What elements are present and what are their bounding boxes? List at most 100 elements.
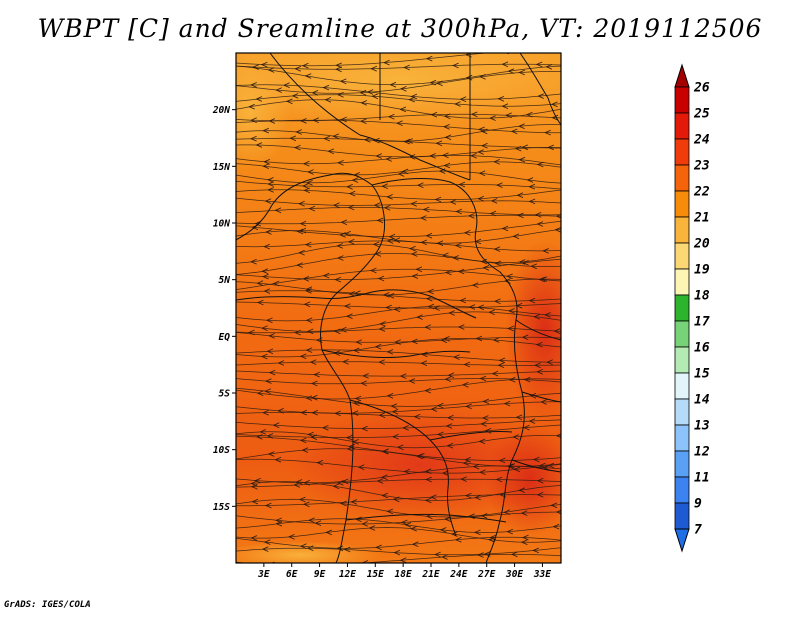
streamline-arrow bbox=[277, 360, 285, 366]
streamline-arrow bbox=[544, 129, 551, 136]
streamline-arrow bbox=[498, 457, 506, 464]
streamline-arrow bbox=[264, 378, 272, 384]
streamline-arrow bbox=[248, 103, 255, 110]
streamline-arrow bbox=[399, 86, 407, 92]
streamline bbox=[236, 94, 561, 107]
streamline-arrow bbox=[533, 314, 541, 320]
streamline-arrow bbox=[369, 267, 377, 274]
colorbar-label: 25 bbox=[693, 107, 710, 122]
streamline-arrow bbox=[255, 142, 263, 148]
map-title: WBPT [C] and Sreamline at 300hPa, VT: 20… bbox=[37, 14, 763, 43]
latitude-axis: 20N 15N 10N 5N EQ 5S 10S 15S bbox=[212, 105, 236, 513]
streamline-arrow bbox=[362, 373, 369, 379]
streamline-arrow bbox=[348, 190, 356, 197]
streamline-arrow bbox=[303, 301, 311, 308]
streamline-arrow bbox=[332, 202, 340, 208]
streamline-arrow bbox=[250, 82, 257, 88]
colorbar-segment bbox=[674, 242, 690, 270]
streamline bbox=[236, 84, 561, 100]
streamline bbox=[236, 370, 561, 377]
streamline-arrow bbox=[357, 464, 365, 470]
streamline-arrow bbox=[311, 90, 319, 96]
streamline-arrow bbox=[322, 84, 330, 91]
longitude-axis: 3E 6E 9E 12E 15E 18E 21E 24E 27E 30E 33E bbox=[257, 563, 551, 580]
streamline-arrow bbox=[462, 460, 470, 466]
streamline-arrow bbox=[537, 93, 544, 99]
colorbar-segment bbox=[674, 190, 690, 218]
streamline bbox=[236, 301, 561, 309]
streamline bbox=[236, 424, 561, 438]
streamline-arrow bbox=[336, 243, 343, 249]
map-frame bbox=[235, 52, 562, 564]
streamline-arrow bbox=[493, 246, 501, 252]
streamline-arrow bbox=[410, 338, 418, 345]
streamline-arrow bbox=[403, 138, 411, 145]
streamline-arrow bbox=[546, 359, 553, 365]
streamline-arrow bbox=[337, 92, 344, 98]
streamline-arrow bbox=[306, 545, 314, 551]
streamline bbox=[236, 458, 561, 474]
streamline-arrow bbox=[415, 266, 423, 273]
streamline-arrow bbox=[411, 273, 419, 279]
streamline-arrow bbox=[250, 535, 258, 541]
streamline-arrow bbox=[443, 336, 450, 342]
streamline-arrow bbox=[285, 98, 293, 105]
streamline-arrow bbox=[493, 298, 501, 305]
map-field bbox=[236, 53, 561, 563]
streamline-arrow bbox=[293, 482, 301, 488]
streamline-arrow bbox=[380, 474, 388, 480]
streamline-arrow bbox=[512, 233, 520, 240]
streamline bbox=[236, 258, 561, 280]
streamline-arrow bbox=[515, 414, 523, 421]
streamline-arrow bbox=[535, 341, 543, 348]
streamline-arrow bbox=[313, 371, 320, 378]
streamline-arrow bbox=[274, 207, 282, 214]
streamline bbox=[236, 180, 561, 190]
streamline-arrow bbox=[255, 434, 263, 440]
streamline-arrow bbox=[445, 423, 453, 429]
streamline-arrow bbox=[406, 138, 413, 144]
colorbar-segment bbox=[674, 164, 690, 192]
streamline-arrow bbox=[310, 380, 318, 387]
grads-credit: GrADS: IGES/COLA bbox=[4, 600, 91, 610]
streamline-arrow bbox=[261, 325, 268, 331]
streamline-arrow bbox=[256, 280, 264, 286]
streamline-arrow bbox=[518, 156, 526, 163]
streamline bbox=[236, 197, 561, 206]
streamline-arrow bbox=[520, 510, 528, 516]
streamline-arrow bbox=[352, 400, 360, 406]
streamline-arrow bbox=[425, 476, 432, 483]
streamline-arrow bbox=[427, 288, 434, 295]
streamline-arrow bbox=[268, 333, 275, 339]
streamline-arrow bbox=[521, 334, 529, 341]
streamline-arrow bbox=[335, 66, 342, 73]
streamline-arrow bbox=[416, 182, 424, 188]
streamline bbox=[236, 494, 561, 507]
colorbar-segment bbox=[674, 216, 690, 244]
streamline-arrow bbox=[298, 496, 306, 503]
streamline-arrow bbox=[536, 221, 544, 227]
streamline-arrow bbox=[324, 97, 332, 103]
streamline-arrow bbox=[443, 162, 451, 169]
streamline-arrow bbox=[375, 544, 382, 551]
streamline-arrow bbox=[325, 529, 332, 536]
streamline-arrow bbox=[503, 400, 511, 407]
streamline-arrow bbox=[536, 477, 544, 484]
streamline-arrow bbox=[532, 547, 539, 554]
streamline-arrow bbox=[300, 409, 307, 416]
streamline-arrow bbox=[299, 353, 307, 360]
streamline bbox=[236, 547, 561, 556]
streamline-arrow bbox=[343, 303, 351, 309]
colorbar-label: 13 bbox=[694, 419, 710, 434]
lon-tick-label: 33E bbox=[533, 569, 551, 580]
streamline-arrow bbox=[299, 227, 307, 234]
streamline-arrow bbox=[256, 299, 264, 306]
streamline-arrow bbox=[522, 424, 530, 431]
streamline-arrow bbox=[385, 304, 392, 311]
streamline-arrow bbox=[464, 492, 472, 499]
streamline-arrow bbox=[299, 220, 307, 227]
streamline bbox=[236, 240, 561, 252]
streamline-arrow bbox=[332, 483, 340, 490]
streamline-arrow bbox=[376, 478, 384, 484]
streamline-arrow bbox=[289, 135, 297, 142]
